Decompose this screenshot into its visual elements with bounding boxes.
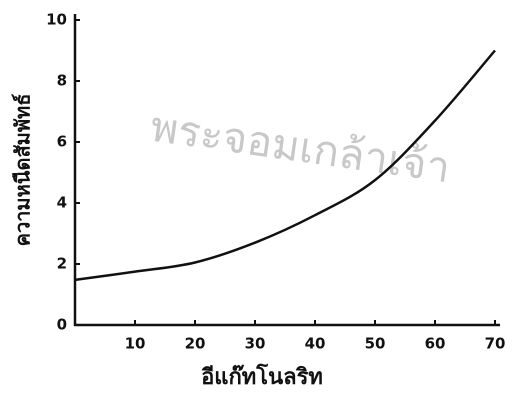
x-tick-label: 60 (425, 335, 446, 353)
x-tick-label: 30 (245, 335, 266, 353)
x-axis-label: อีแก๊ทโนลริท (201, 363, 323, 390)
data-line (74, 49, 496, 282)
x-tick-label: 50 (365, 335, 386, 353)
x-tick-label: 40 (305, 335, 326, 353)
x-tick-label: 20 (185, 335, 206, 353)
x-tick-label: 70 (485, 335, 506, 353)
y-tick-label: 2 (57, 255, 67, 273)
y-axis-label: ความหนืดสัมพัทธ์ (11, 94, 35, 247)
y-tick-label: 4 (57, 194, 67, 212)
watermark: พระจอมเกล้าเจ้า (147, 102, 453, 193)
y-tick-label: 0 (57, 316, 67, 334)
y-tick-label: 6 (57, 133, 67, 151)
y-tick-label: 10 (46, 11, 67, 29)
x-tick-label: 10 (125, 335, 146, 353)
y-tick-label: 8 (57, 72, 67, 90)
